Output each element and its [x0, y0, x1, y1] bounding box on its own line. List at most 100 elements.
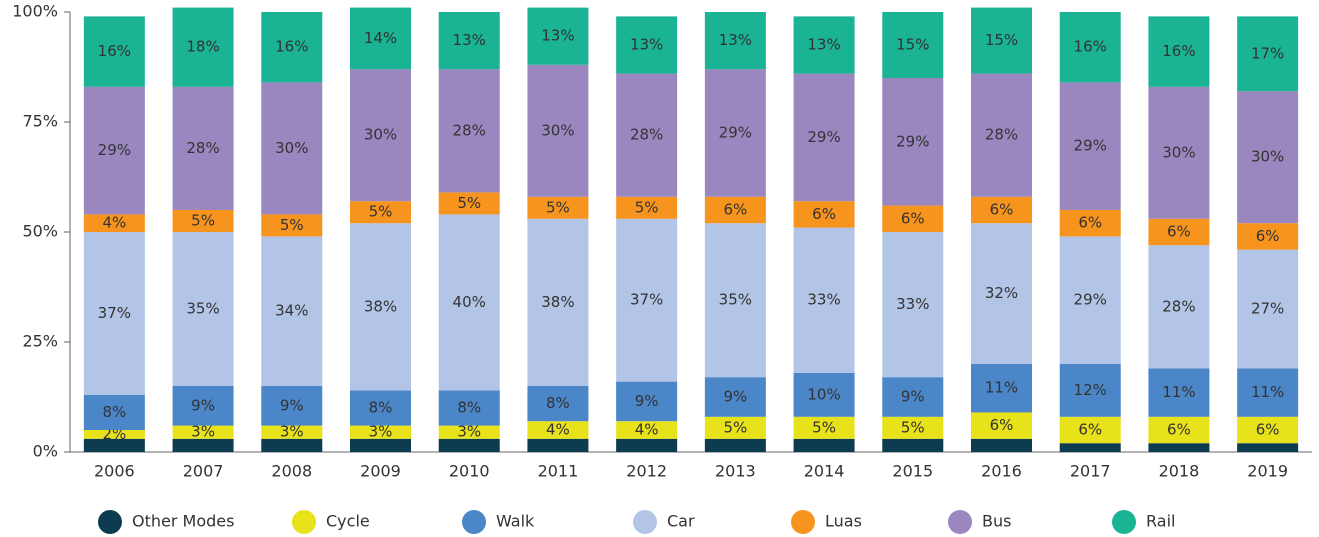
bar-segment	[1148, 443, 1210, 452]
bar-segment	[616, 73, 678, 197]
data-label: 4%	[102, 214, 126, 232]
bar-segment	[438, 438, 500, 452]
data-label: 30%	[275, 139, 308, 157]
bar-segment	[172, 7, 234, 87]
bar-segment	[438, 390, 500, 426]
bar-segment	[971, 412, 1032, 439]
bar-segment	[350, 425, 411, 439]
legend-label: Cycle	[326, 512, 370, 531]
data-label: 10%	[807, 385, 840, 403]
y-tick-label: 50%	[22, 222, 58, 241]
x-tick-label: 2016	[981, 462, 1022, 481]
bar-segment	[882, 78, 944, 206]
x-tick-label: 2013	[715, 462, 756, 481]
bar-segment	[438, 12, 500, 70]
data-label: 30%	[364, 126, 397, 144]
bar-segment	[616, 16, 678, 74]
bar-segment	[793, 73, 855, 202]
x-tick-label: 2015	[892, 462, 933, 481]
bar-segment	[438, 214, 500, 391]
data-label: 15%	[985, 31, 1018, 49]
data-label: 5%	[812, 418, 836, 436]
y-tick-label: 0%	[33, 442, 58, 461]
data-label: 9%	[901, 388, 925, 406]
y-tick-label: 25%	[22, 332, 58, 351]
data-label: 5%	[369, 203, 393, 221]
bar-segment	[1059, 416, 1121, 444]
bar-segment	[1237, 443, 1299, 452]
data-label: 6%	[812, 205, 836, 223]
bar-segment	[527, 196, 589, 219]
bar-segment	[793, 416, 855, 439]
bar-segment	[882, 416, 944, 439]
data-label: 40%	[453, 293, 486, 311]
bar-segment	[971, 7, 1032, 74]
bar-segment	[172, 438, 234, 452]
bar-segment	[172, 425, 234, 439]
data-label: 38%	[541, 293, 574, 311]
data-label: 16%	[1074, 38, 1107, 56]
legend-label: Other Modes	[132, 512, 234, 531]
data-label: 6%	[1167, 421, 1191, 439]
bar-segment	[971, 438, 1032, 452]
y-tick-label: 75%	[22, 112, 58, 131]
data-label: 6%	[901, 209, 925, 227]
bar-segment	[83, 232, 145, 395]
x-tick-label: 2017	[1070, 462, 1111, 481]
bar-segment	[616, 218, 678, 382]
x-tick-label: 2008	[271, 462, 312, 481]
bar-segment	[172, 86, 234, 210]
legend-label: Rail	[1146, 512, 1175, 531]
data-label: 6%	[990, 201, 1014, 219]
bar-segment	[1237, 249, 1299, 369]
bar-segment	[527, 7, 589, 65]
bar-segment	[704, 69, 766, 197]
bar-segment	[527, 218, 589, 386]
bar-segment	[704, 377, 766, 417]
bar-segment	[1148, 416, 1210, 444]
bar-segment	[1148, 86, 1210, 219]
x-tick-label: 2006	[94, 462, 135, 481]
bar-segment	[1237, 16, 1299, 92]
data-label: 37%	[98, 304, 131, 322]
bar-segment	[1059, 443, 1121, 452]
data-label: 29%	[1074, 137, 1107, 155]
data-label: 4%	[546, 421, 570, 439]
bar-segment	[438, 425, 500, 439]
bar-segment	[971, 73, 1032, 197]
data-label: 14%	[364, 29, 397, 47]
bar-segment	[882, 205, 944, 232]
bar-segment	[172, 210, 234, 232]
bar-segment	[350, 201, 411, 224]
data-label: 6%	[1256, 421, 1280, 439]
data-label: 9%	[723, 388, 747, 406]
x-tick-label: 2009	[360, 462, 401, 481]
bar-segment	[350, 223, 411, 391]
data-label: 29%	[98, 141, 131, 159]
legend-swatch	[791, 510, 815, 534]
data-label: 16%	[98, 42, 131, 60]
data-label: 11%	[985, 379, 1018, 397]
bar-segment	[1148, 218, 1210, 246]
legend-swatch	[633, 510, 657, 534]
data-label: 30%	[541, 121, 574, 139]
bar-segment	[83, 86, 145, 215]
bar-segment	[1237, 368, 1299, 417]
bar-segment	[616, 381, 678, 422]
bar-segment	[527, 386, 589, 422]
bar-segment	[704, 196, 766, 224]
bar-segment	[261, 438, 323, 452]
y-tick-label: 100%	[12, 2, 58, 21]
data-label: 27%	[1251, 300, 1284, 318]
bar-segment	[882, 12, 944, 78]
data-label: 3%	[191, 423, 215, 441]
bar-segment	[1059, 82, 1121, 210]
bar-segment	[1148, 16, 1210, 87]
legend-label: Car	[667, 512, 695, 531]
data-label: 35%	[719, 291, 752, 309]
bar-segment	[172, 232, 234, 386]
data-label: 5%	[901, 418, 925, 436]
data-label: 9%	[280, 396, 304, 414]
bar-segment	[438, 69, 500, 193]
bar-segment	[971, 196, 1032, 224]
